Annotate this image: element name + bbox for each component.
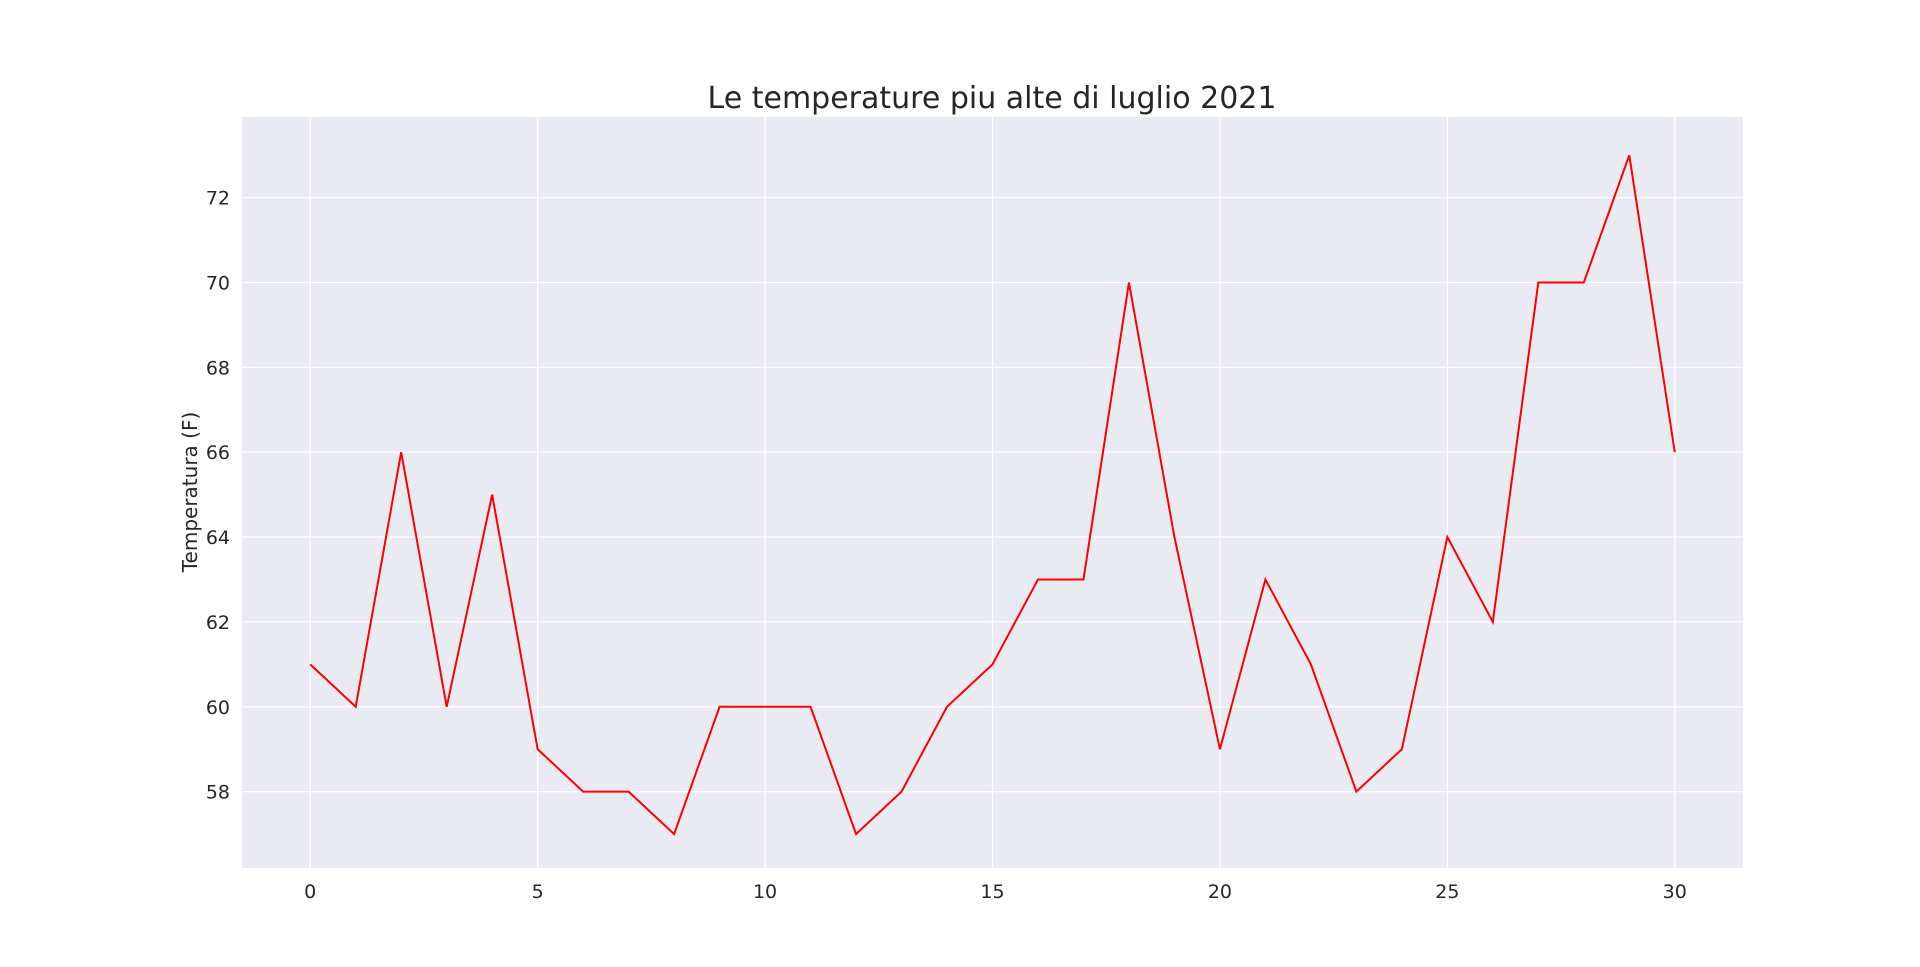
y-axis-label: Temperatura (F) xyxy=(178,412,202,574)
x-tick-label: 0 xyxy=(304,881,316,903)
y-tick-label: 62 xyxy=(206,612,230,634)
series-layer xyxy=(309,154,1676,836)
y-tick-labels: 58 60 62 64 66 68 70 72 xyxy=(206,188,230,804)
series-line-0 xyxy=(309,154,1676,836)
y-tick-label: 68 xyxy=(206,357,230,379)
x-tick-label: 10 xyxy=(753,881,777,903)
chart-title: Le temperature piu alte di luglio 2021 xyxy=(708,81,1277,116)
y-tick-label: 58 xyxy=(206,782,230,804)
x-tick-label: 30 xyxy=(1663,881,1687,903)
y-tick-label: 72 xyxy=(206,188,230,210)
x-gridlines xyxy=(309,117,1676,868)
y-tick-label: 64 xyxy=(206,527,230,549)
x-tick-labels: 0 5 10 15 20 25 30 xyxy=(304,881,1687,903)
x-tick-label: 15 xyxy=(980,881,1004,903)
y-tick-label: 66 xyxy=(206,442,230,464)
x-tick-label: 20 xyxy=(1208,881,1232,903)
x-tick-label: 25 xyxy=(1435,881,1459,903)
x-tick-label: 5 xyxy=(532,881,544,903)
y-tick-label: 60 xyxy=(206,697,230,719)
y-tick-label: 70 xyxy=(206,272,230,294)
